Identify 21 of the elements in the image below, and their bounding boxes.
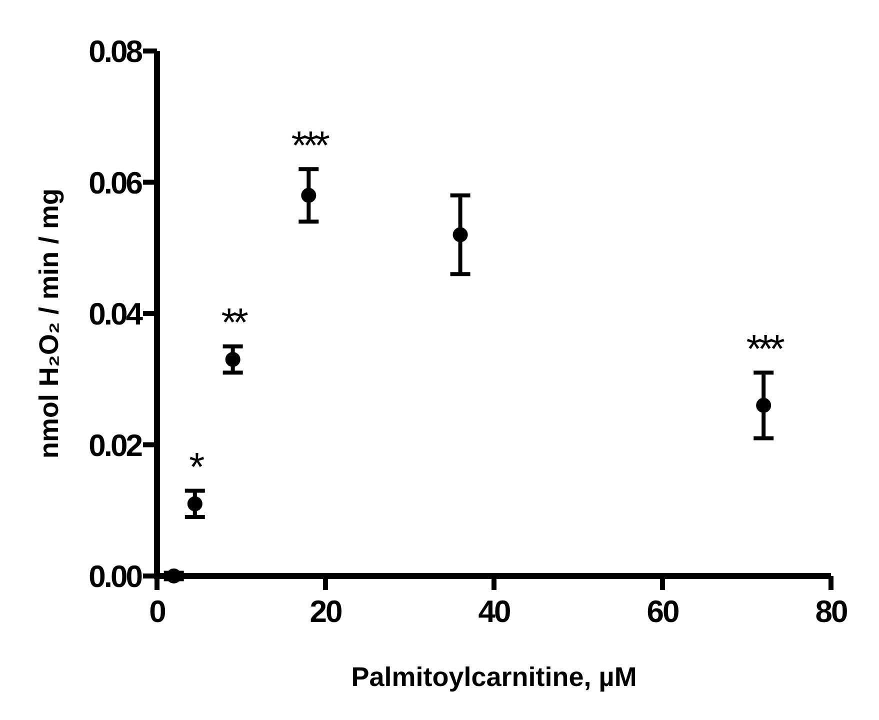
y-axis-title: nmol H₂O₂ / min / mg <box>34 188 64 458</box>
point <box>756 398 772 413</box>
point <box>225 352 240 367</box>
point <box>452 227 468 242</box>
y-tick-label: 0.08 <box>88 34 143 69</box>
y-tick-label: 0.02 <box>88 428 142 463</box>
y-tick-label: 0.00 <box>88 559 142 594</box>
annotation: *** <box>746 327 784 372</box>
y-tick-label: 0.04 <box>88 296 144 332</box>
x-tick-label: 40 <box>478 594 510 629</box>
point <box>301 188 316 203</box>
point <box>187 496 202 512</box>
annotation: ** <box>221 301 248 346</box>
annotation: *** <box>291 124 330 168</box>
x-tick-label: 80 <box>815 594 847 629</box>
x-tick-label: 0 <box>149 594 166 629</box>
x-tick-label: 60 <box>646 594 678 629</box>
x-axis-title: Palmitoylcarnitine, µM <box>351 662 637 692</box>
annotation: * <box>189 445 204 490</box>
y-tick-label: 0.06 <box>88 165 143 200</box>
x-tick-label: 20 <box>310 594 342 629</box>
